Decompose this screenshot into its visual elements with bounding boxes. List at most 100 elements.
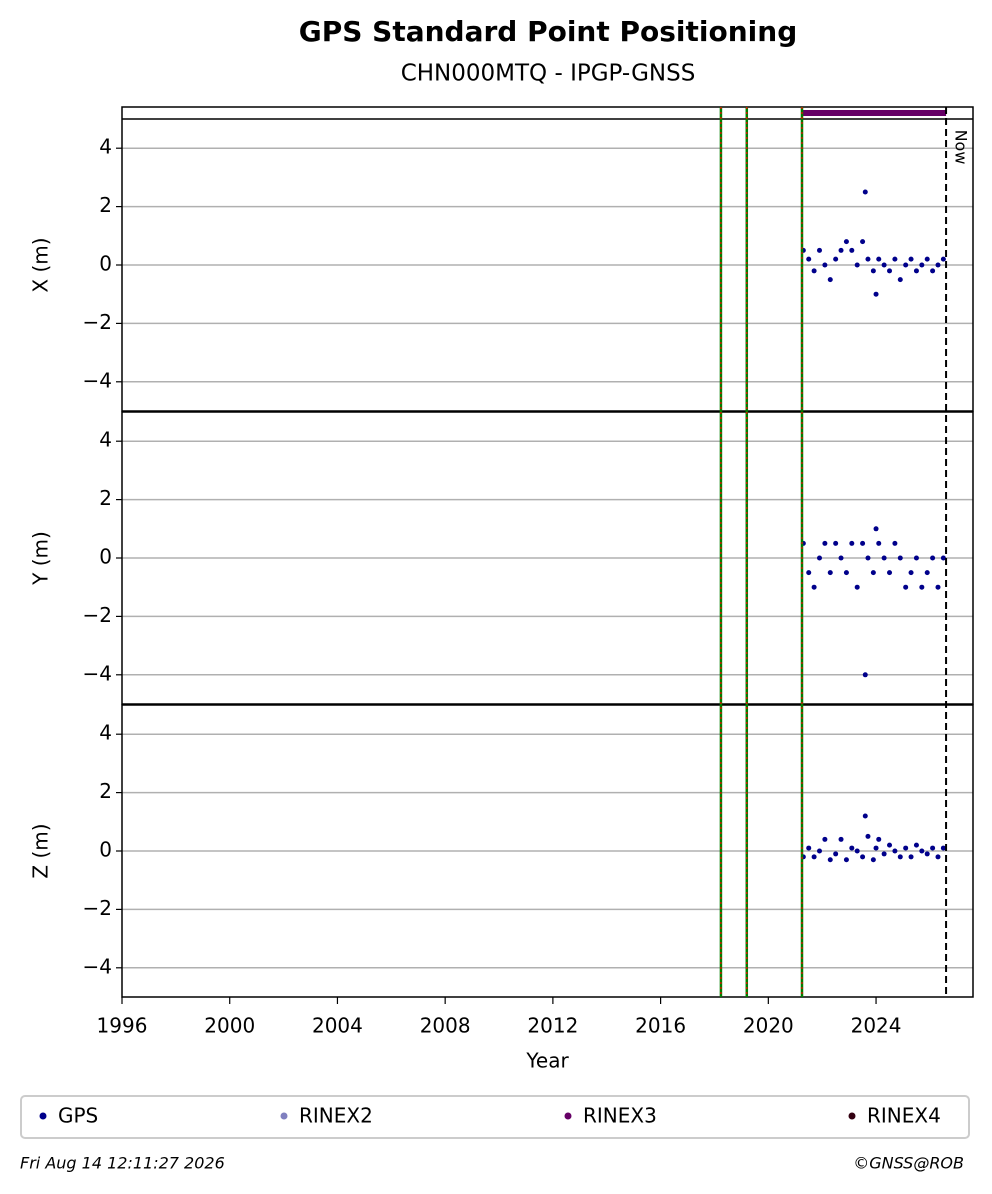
y-tick-label: 4: [99, 721, 112, 745]
y-tick-label: 4: [99, 428, 112, 452]
data-point: [930, 845, 936, 851]
data-point: [833, 851, 839, 857]
data-point: [838, 555, 844, 561]
now-label: Now: [952, 130, 971, 165]
data-point: [924, 851, 930, 857]
data-point: [940, 555, 946, 561]
data-point: [827, 277, 833, 283]
data-point: [854, 262, 860, 268]
x-tick-label: 2004: [312, 1014, 363, 1038]
data-point: [838, 247, 844, 253]
data-point: [919, 848, 925, 854]
data-point: [930, 268, 936, 274]
data-point: [865, 833, 871, 839]
data-point: [940, 845, 946, 851]
data-point: [843, 570, 849, 576]
y-tick-label: −4: [83, 368, 112, 392]
data-point: [908, 570, 914, 576]
data-point: [870, 857, 876, 863]
y-tick-label: 0: [99, 252, 112, 276]
data-point: [897, 555, 903, 561]
data-point: [865, 256, 871, 262]
data-point: [892, 256, 898, 262]
data-point: [924, 570, 930, 576]
data-point: [887, 842, 893, 848]
data-point: [881, 555, 887, 561]
x-tick-label: 2008: [420, 1014, 471, 1038]
data-point: [903, 262, 909, 268]
data-point: [935, 854, 941, 860]
data-point: [870, 570, 876, 576]
x-tick-label: 2016: [635, 1014, 686, 1038]
data-point: [806, 845, 812, 851]
x-tick-label: 1996: [97, 1014, 148, 1038]
y-tick-label: 0: [99, 838, 112, 862]
legend-marker: [848, 1112, 856, 1120]
data-point: [816, 848, 822, 854]
data-point: [854, 848, 860, 854]
data-point: [833, 256, 839, 262]
y-axis-label: Z (m): [29, 823, 53, 878]
y-tick-label: 2: [99, 486, 112, 510]
x-tick-label: 2000: [204, 1014, 255, 1038]
data-point: [827, 857, 833, 863]
y-tick-label: 2: [99, 779, 112, 803]
panel-frame: [121, 704, 974, 998]
data-point: [862, 672, 868, 678]
x-tick-label: 2020: [743, 1014, 794, 1038]
data-point: [822, 262, 828, 268]
y-axis-label: Y (m): [29, 531, 53, 586]
data-point: [833, 540, 839, 546]
data-point: [843, 857, 849, 863]
data-point: [892, 848, 898, 854]
x-tick-label: 2012: [527, 1014, 578, 1038]
chart-subtitle: CHN000MTQ - IPGP-GNSS: [401, 61, 696, 87]
data-point: [811, 268, 817, 274]
data-point: [870, 268, 876, 274]
data-point: [862, 189, 868, 195]
data-point: [908, 256, 914, 262]
data-point: [930, 555, 936, 561]
data-point: [892, 540, 898, 546]
legend-marker: [39, 1112, 47, 1120]
y-tick-label: 2: [99, 193, 112, 217]
data-point: [873, 845, 879, 851]
data-point: [860, 239, 866, 245]
data-point: [919, 584, 925, 590]
data-point: [822, 540, 828, 546]
data-point: [913, 842, 919, 848]
data-point: [811, 854, 817, 860]
data-point: [806, 256, 812, 262]
legend-box: [20, 1095, 970, 1139]
y-tick-label: −2: [83, 896, 112, 920]
legend-label: RINEX3: [583, 1104, 657, 1128]
data-point: [862, 813, 868, 819]
data-point: [897, 277, 903, 283]
footer-credit: ©GNSS@ROB: [853, 1154, 964, 1173]
data-point: [873, 291, 879, 297]
data-point: [903, 845, 909, 851]
data-point: [876, 256, 882, 262]
data-point: [843, 239, 849, 245]
data-point: [827, 570, 833, 576]
data-point: [816, 247, 822, 253]
x-tick-label: 2024: [851, 1014, 902, 1038]
data-point: [924, 256, 930, 262]
data-point: [873, 526, 879, 532]
data-point: [913, 268, 919, 274]
y-tick-label: 0: [99, 545, 112, 569]
y-tick-label: −2: [83, 310, 112, 334]
legend-label: GPS: [58, 1104, 98, 1128]
chart-title: GPS Standard Point Positioning: [299, 15, 798, 48]
legend-label: RINEX2: [299, 1104, 373, 1128]
y-tick-label: −4: [83, 661, 112, 685]
footer-date: Fri Aug 14 12:11:27 2026: [20, 1154, 225, 1173]
data-point: [881, 851, 887, 857]
x-axis-label: Year: [525, 1049, 569, 1073]
data-point: [860, 540, 866, 546]
y-tick-label: −2: [83, 603, 112, 627]
y-tick-label: 4: [99, 135, 112, 159]
data-point: [838, 836, 844, 842]
data-point: [811, 584, 817, 590]
